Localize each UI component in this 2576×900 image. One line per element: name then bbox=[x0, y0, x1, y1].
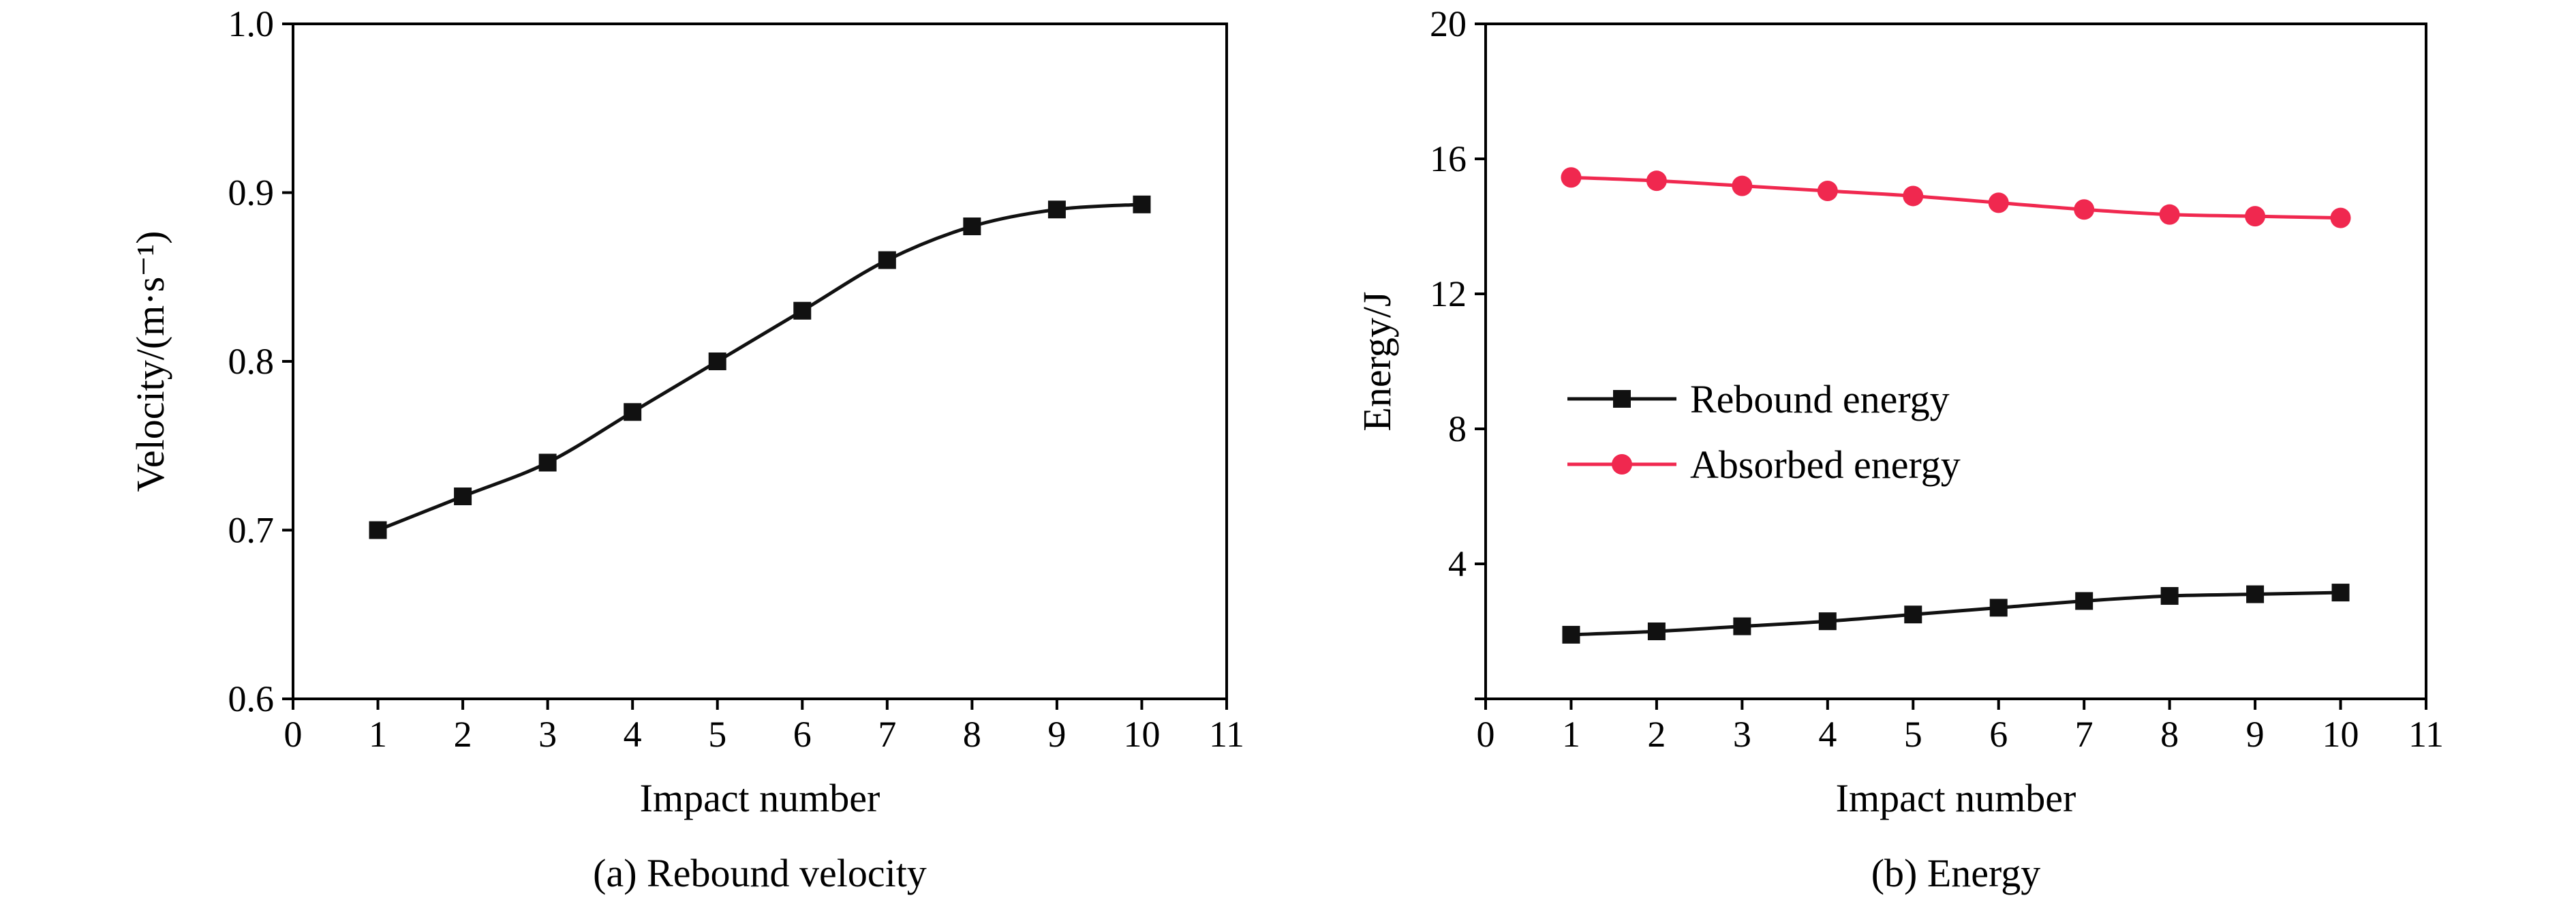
x-tick-label: 8 bbox=[963, 714, 981, 755]
plot-frame bbox=[1484, 22, 2427, 700]
series-line bbox=[376, 202, 1144, 532]
y-axis-label: Velocity/(m·s⁻¹) bbox=[128, 230, 172, 492]
plot-frame bbox=[292, 22, 1228, 700]
data-point bbox=[2159, 204, 2180, 225]
data-point bbox=[2245, 206, 2266, 227]
y-tick-label: 12 bbox=[1430, 273, 1467, 314]
data-point bbox=[708, 352, 726, 370]
data-point bbox=[454, 487, 472, 505]
panel-caption: (a) Rebound velocity bbox=[593, 851, 927, 895]
x-tick-label: 11 bbox=[1209, 714, 1244, 755]
data-point bbox=[1733, 617, 1751, 635]
x-tick-label: 2 bbox=[454, 714, 472, 755]
legend-marker bbox=[1612, 454, 1632, 475]
y-axis-label: Energy/J bbox=[1355, 291, 1399, 431]
x-tick-label: 10 bbox=[1123, 714, 1160, 755]
data-point bbox=[1818, 612, 1837, 631]
x-tick-label: 0 bbox=[1477, 714, 1495, 755]
data-point bbox=[963, 217, 981, 235]
x-tick-label: 1 bbox=[1562, 714, 1580, 755]
data-point bbox=[1903, 185, 1924, 207]
data-point bbox=[2330, 207, 2351, 228]
x-tick-label: 4 bbox=[624, 714, 642, 755]
data-point bbox=[793, 301, 812, 320]
data-point bbox=[1988, 192, 2009, 213]
data-point bbox=[2074, 199, 2095, 220]
series-line bbox=[1569, 590, 2343, 637]
x-tick-label: 6 bbox=[1989, 714, 2008, 755]
x-tick-label: 1 bbox=[369, 714, 387, 755]
x-tick-label: 5 bbox=[1904, 714, 1922, 755]
panel-a: 0 1 2 3 4 5 6 7 8 9 10 11 0.6 0.7 0.8 0.9 1.0 Impact numb… bbox=[128, 3, 1244, 895]
data-point bbox=[1646, 170, 1667, 192]
x-tick-label: 3 bbox=[538, 714, 557, 755]
data-point bbox=[1989, 599, 2008, 617]
data-point bbox=[2246, 585, 2265, 603]
x-tick-label: 6 bbox=[793, 714, 812, 755]
y-tick-label: 0.8 bbox=[228, 341, 275, 382]
x-tick-label: 9 bbox=[1047, 714, 1066, 755]
y-tick-label: 16 bbox=[1430, 138, 1467, 179]
data-point bbox=[1904, 605, 1922, 624]
x-tick-label: 9 bbox=[2246, 714, 2265, 755]
x-tick-label: 10 bbox=[2322, 714, 2359, 755]
y-tick-label: 0.6 bbox=[228, 678, 275, 719]
data-point bbox=[1133, 195, 1151, 213]
data-point bbox=[1047, 200, 1066, 219]
data-point bbox=[1732, 175, 1753, 196]
x-tick-label: 2 bbox=[1647, 714, 1666, 755]
y-tick-label: 4 bbox=[1448, 543, 1467, 584]
data-point bbox=[1562, 625, 1580, 644]
x-axis-label: Impact number bbox=[640, 776, 880, 820]
x-tick-label: 0 bbox=[284, 714, 303, 755]
x-tick-label: 3 bbox=[1733, 714, 1751, 755]
data-point bbox=[2075, 592, 2094, 610]
x-tick-label: 7 bbox=[878, 714, 896, 755]
y-tick-label: 1.0 bbox=[228, 3, 275, 44]
data-point bbox=[624, 403, 642, 421]
y-tick-label: 8 bbox=[1448, 408, 1467, 449]
x-tick-label: 4 bbox=[1818, 714, 1837, 755]
y-tick-label: 0.9 bbox=[228, 172, 275, 213]
data-point bbox=[369, 521, 387, 539]
x-tick-label: 5 bbox=[708, 714, 726, 755]
y-tick-label: 20 bbox=[1430, 3, 1467, 44]
legend-label: Rebound energy bbox=[1690, 377, 1950, 421]
data-point bbox=[1647, 622, 1666, 640]
panel-caption: (b) Energy bbox=[1871, 851, 2041, 895]
x-axis-label: Impact number bbox=[1836, 776, 2076, 820]
data-point bbox=[878, 251, 896, 269]
data-point bbox=[538, 453, 557, 472]
y-tick-label: 0.7 bbox=[228, 510, 275, 551]
data-point bbox=[2160, 587, 2179, 605]
legend-marker bbox=[1613, 390, 1631, 408]
x-tick-label: 8 bbox=[2160, 714, 2179, 755]
series-line bbox=[1569, 175, 2343, 220]
legend-label: Absorbed energy bbox=[1690, 442, 1961, 487]
data-point bbox=[1561, 167, 1582, 188]
data-point bbox=[1817, 181, 1838, 202]
data-point bbox=[2331, 584, 2350, 602]
x-tick-label: 11 bbox=[2408, 714, 2444, 755]
x-tick-label: 7 bbox=[2075, 714, 2094, 755]
